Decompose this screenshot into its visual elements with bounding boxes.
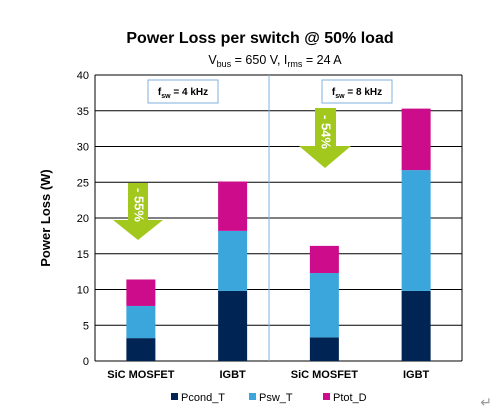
group-label-8khz: fsw = 8 kHz [321, 79, 393, 104]
group-label-sub: sw [335, 93, 345, 100]
y-tick-label: 20 [77, 213, 89, 225]
y-tick-label: 30 [77, 142, 89, 154]
subtitle-rms-sub: rms [287, 59, 302, 69]
y-axis-label: Power Loss (W) [38, 169, 53, 267]
group-label-text: fsw = 8 kHz [332, 87, 382, 100]
bar-segment-pcond-t [126, 338, 156, 361]
legend-label: Psw_T [259, 392, 293, 404]
group-label-rest: = 4 kHz [171, 87, 209, 98]
y-tick-labels: 0 5 10 15 20 25 30 35 40 [77, 70, 89, 368]
bar-segment-pcond-t [218, 290, 248, 361]
legend-label: Pcond_T [181, 392, 225, 404]
bar-segment-psw-t [309, 273, 339, 338]
bar-segment-pcond-t [309, 337, 339, 361]
legend-label: Ptot_D [333, 392, 367, 404]
subtitle-bus-label: V [208, 53, 217, 67]
bars [126, 108, 431, 361]
y-tick-label: 15 [77, 249, 89, 261]
x-category-label: IGBT [403, 369, 430, 381]
bar-segment-psw-t [126, 305, 156, 339]
x-category-label: SiC MOSFET [107, 369, 175, 381]
bar-segment-pcond-t [401, 290, 431, 361]
legend-swatch [249, 393, 256, 400]
subtitle-rms-value: = 24 A [302, 53, 342, 67]
grid-lines [94, 74, 463, 362]
legend-swatch [171, 393, 178, 400]
category-labels: SiC MOSFET IGBT SiC MOSFET IGBT [107, 369, 429, 381]
group-label-4khz: fsw = 4 kHz [147, 79, 219, 104]
y-tick-label: 5 [83, 320, 89, 332]
legend-item: Pcond_T [171, 392, 225, 404]
y-tick-label: 0 [83, 356, 89, 368]
y-tick-label: 35 [77, 106, 89, 118]
group-label-f: f [332, 87, 336, 98]
legend-item: Ptot_D [323, 392, 367, 404]
bar-segment-ptot-d [126, 279, 156, 306]
group-label-rest: = 8 kHz [345, 87, 383, 98]
bar-segment-ptot-d [309, 245, 339, 274]
group-label-box [147, 79, 219, 104]
bar-segment-psw-t [218, 230, 248, 291]
x-category-label: IGBT [219, 369, 246, 381]
y-tick-label: 40 [77, 70, 89, 82]
return-symbol: ↵ [480, 394, 492, 410]
subtitle-bus-value: = 650 V, I [231, 53, 287, 67]
reduction-label: - 54% [319, 115, 334, 149]
x-category-label: SiC MOSFET [291, 369, 359, 381]
reduction-arrow-54: - 54% [299, 108, 351, 168]
chart-subtitle: Vbus = 650 V, Irms = 24 A [208, 53, 342, 69]
reduction-label: - 55% [132, 188, 147, 222]
bar-segment-ptot-d [218, 181, 248, 231]
bar-segment-ptot-d [401, 108, 431, 171]
legend: Pcond_T Psw_T Ptot_D [171, 392, 367, 404]
group-label-f: f [158, 87, 162, 98]
y-tick-label: 10 [77, 285, 89, 297]
down-arrow-icon [113, 183, 163, 240]
down-arrow-icon [299, 108, 351, 168]
legend-item: Psw_T [249, 392, 293, 404]
chart-title: Power Loss per switch @ 50% load [126, 30, 393, 47]
group-label-text: fsw = 4 kHz [158, 87, 208, 100]
legend-swatch [323, 393, 330, 400]
y-tick-label: 25 [77, 177, 89, 189]
reduction-arrow-55: - 55% [113, 183, 163, 240]
bar-segment-psw-t [401, 170, 431, 291]
group-label-box [321, 79, 393, 104]
subtitle-bus-sub: bus [217, 59, 232, 69]
group-label-sub: sw [161, 93, 171, 100]
